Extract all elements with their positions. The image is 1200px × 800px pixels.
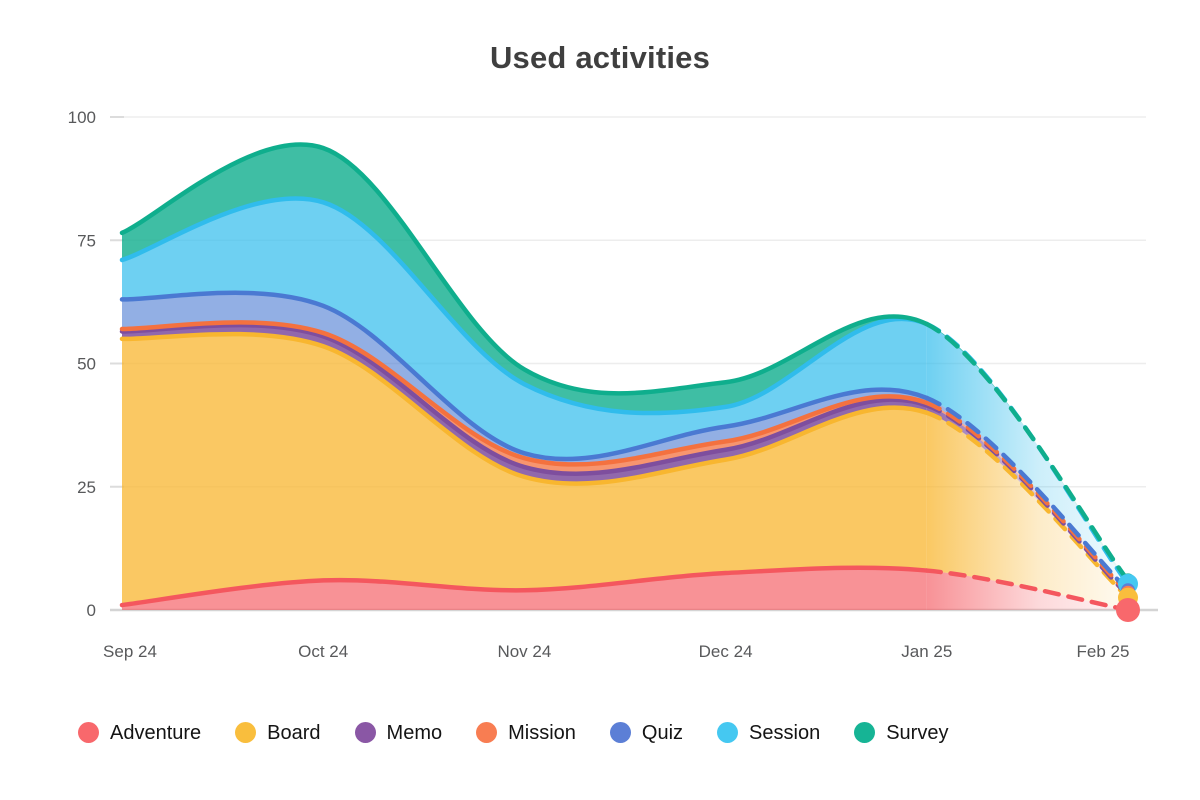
legend-item-board[interactable]: Board xyxy=(235,721,321,744)
legend-dot-icon xyxy=(717,722,739,743)
line-forecast-survey xyxy=(924,321,1131,583)
line-mission xyxy=(119,320,930,467)
line-memo xyxy=(119,322,930,476)
legend-dot-icon xyxy=(609,722,631,743)
y-tick-label: 25 xyxy=(77,478,96,497)
marker-adventure[interactable] xyxy=(1116,598,1140,622)
area-quiz xyxy=(122,292,927,465)
legend-dot-icon xyxy=(78,722,99,743)
legend-dot-icon xyxy=(854,722,876,743)
y-tick-label: 75 xyxy=(77,231,96,250)
x-tick-label: Sep 24 xyxy=(103,642,157,661)
legend-label: Memo xyxy=(386,721,443,744)
legend-dot-icon xyxy=(476,722,498,743)
legend-item-survey[interactable]: Survey xyxy=(854,722,948,743)
legend-label: Adventure xyxy=(110,721,202,744)
series-lines xyxy=(119,142,1131,613)
area-adventure xyxy=(122,567,927,610)
line-forecast-board xyxy=(924,410,1131,600)
area-session xyxy=(122,198,927,460)
legend-item-memo[interactable]: Memo xyxy=(354,721,443,744)
line-quiz xyxy=(119,290,930,462)
legend-label: Survey xyxy=(886,721,949,744)
x-tick-label: Jan 25 xyxy=(901,642,952,661)
series-areas xyxy=(122,144,1128,610)
x-tick-label: Nov 24 xyxy=(497,642,551,661)
line-session xyxy=(119,196,930,416)
x-tick-label: Oct 24 xyxy=(298,642,348,661)
line-adventure xyxy=(119,565,930,608)
area-board xyxy=(122,334,927,606)
legend-label: Mission xyxy=(508,721,576,744)
y-tick-label: 50 xyxy=(77,355,96,374)
legend-dot-icon xyxy=(354,722,376,743)
x-tick-label: Dec 24 xyxy=(699,642,753,661)
x-tick-label: Feb 25 xyxy=(1077,642,1130,661)
legend-item-quiz[interactable]: Quiz xyxy=(609,721,684,744)
line-survey xyxy=(119,142,930,396)
line-board xyxy=(119,331,930,486)
chart-title: Used activities xyxy=(489,40,711,75)
line-forecast-quiz xyxy=(924,395,1131,593)
legend-item-adventure[interactable]: Adventure xyxy=(78,722,201,743)
line-forecast-adventure xyxy=(924,568,1131,613)
legend-label: Quiz xyxy=(641,721,684,744)
y-tick-label: 0 xyxy=(87,601,96,620)
legend-label: Session xyxy=(749,721,821,744)
legend-item-mission[interactable]: Mission xyxy=(476,722,576,743)
y-tick-label: 100 xyxy=(68,108,96,127)
end-markers xyxy=(1116,573,1140,622)
legend-dot-icon xyxy=(235,722,257,743)
area-forecast-session xyxy=(926,324,1128,591)
legend-label: Board xyxy=(267,721,321,744)
area-forecast-board xyxy=(926,412,1128,610)
legend-item-session[interactable]: Session xyxy=(717,722,820,743)
chart-legend: Adventure Board Memo Mission Quiz Session Surv… xyxy=(78,722,948,743)
